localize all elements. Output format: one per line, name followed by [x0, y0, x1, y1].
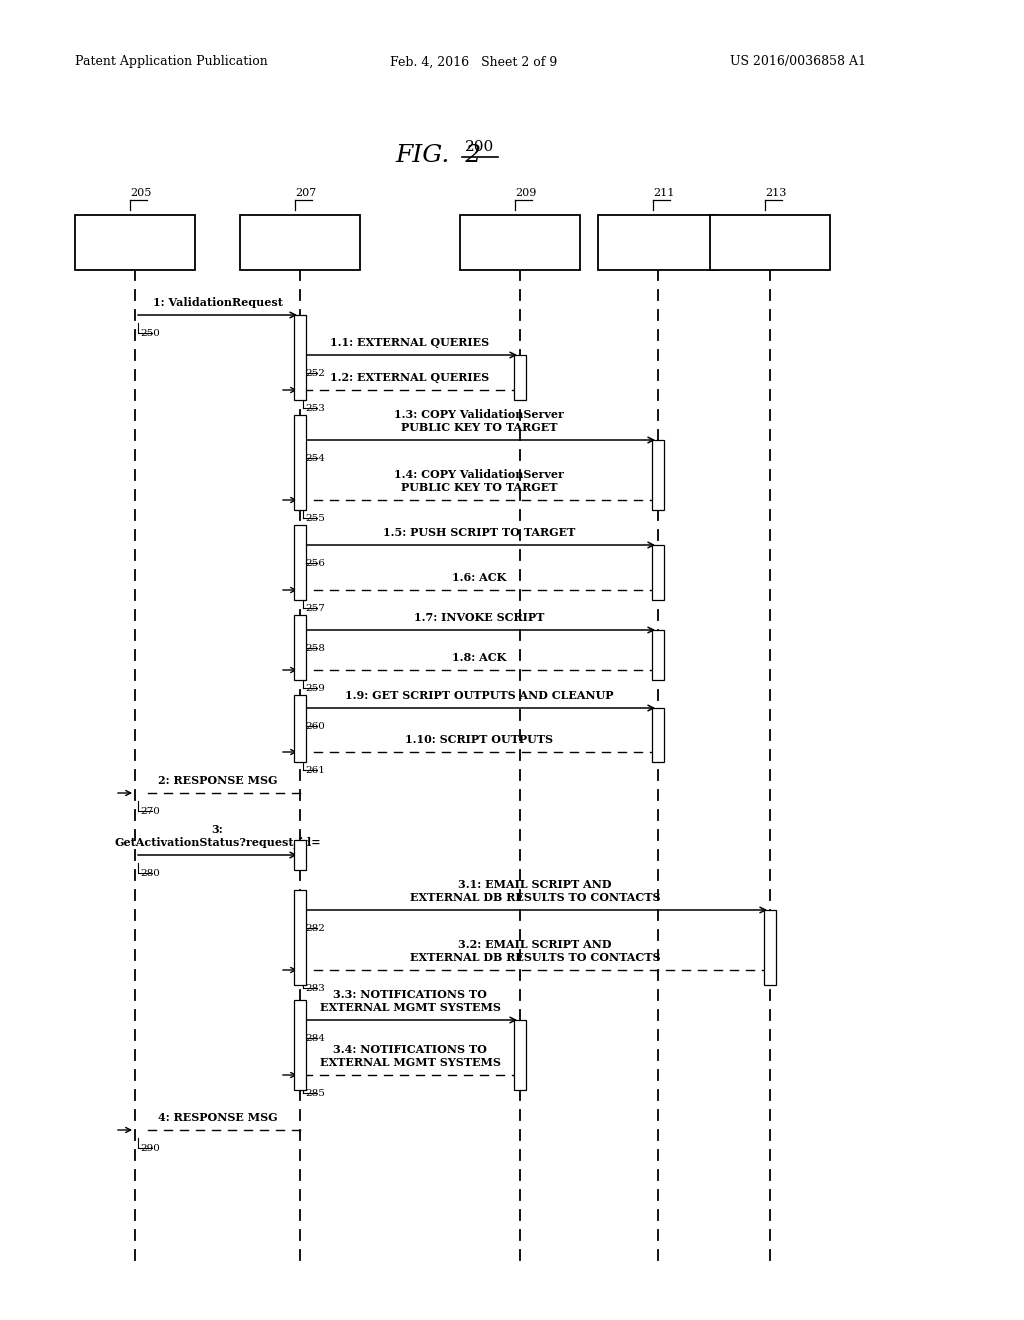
Text: 260: 260 — [305, 722, 325, 731]
Bar — [598, 215, 718, 271]
Text: 256: 256 — [305, 558, 325, 568]
Bar — [460, 215, 580, 271]
Text: 1.6: ACK: 1.6: ACK — [452, 572, 506, 583]
Bar — [514, 355, 526, 400]
Text: 258: 258 — [305, 644, 325, 653]
Bar — [514, 1020, 526, 1090]
Text: 250: 250 — [140, 329, 160, 338]
Text: SERVER:: SERVER: — [740, 243, 800, 256]
Text: EXTERNAL DB RESULTS TO CONTACTS: EXTERNAL DB RESULTS TO CONTACTS — [410, 892, 660, 903]
Text: 282: 282 — [305, 924, 325, 933]
Bar — [294, 890, 306, 985]
Text: 255: 255 — [305, 513, 325, 523]
Text: 1.7: INVOKE SCRIPT: 1.7: INVOKE SCRIPT — [414, 612, 544, 623]
Bar — [240, 215, 360, 271]
Text: 252: 252 — [305, 370, 325, 378]
Bar — [652, 630, 664, 680]
Bar — [652, 440, 664, 510]
Bar — [75, 215, 195, 271]
Text: 1.5: PUSH SCRIPT TO TARGET: 1.5: PUSH SCRIPT TO TARGET — [383, 527, 575, 539]
Text: 205: 205 — [130, 187, 152, 198]
Text: EXTERNAL DB RESULTS TO CONTACTS: EXTERNAL DB RESULTS TO CONTACTS — [410, 952, 660, 964]
Bar — [294, 615, 306, 680]
Text: EMAIL: EMAIL — [748, 230, 793, 243]
Bar — [652, 545, 664, 601]
Bar — [652, 708, 664, 762]
Text: 2: RESPONSE MSG: 2: RESPONSE MSG — [158, 775, 278, 785]
Text: 283: 283 — [305, 983, 325, 993]
Bar — [294, 696, 306, 762]
Text: 253: 253 — [305, 404, 325, 413]
Text: EXTERNAL MGMT SYSTEMS: EXTERNAL MGMT SYSTEMS — [319, 1002, 501, 1012]
Text: 211: 211 — [653, 187, 675, 198]
Text: MGMT SYSTEMS:: MGMT SYSTEMS: — [461, 243, 579, 256]
Text: 3.3: NOTIFICATIONS TO: 3.3: NOTIFICATIONS TO — [333, 989, 487, 1001]
Text: 3.1: EMAIL SCRIPT AND: 3.1: EMAIL SCRIPT AND — [459, 879, 611, 890]
Bar — [764, 909, 776, 985]
Text: PUBLIC KEY TO TARGET: PUBLIC KEY TO TARGET — [400, 422, 557, 433]
Text: 1.3: COPY ValidationServer: 1.3: COPY ValidationServer — [394, 409, 564, 420]
Text: 3.4: NOTIFICATIONS TO: 3.4: NOTIFICATIONS TO — [333, 1044, 487, 1055]
Text: 254: 254 — [305, 454, 325, 463]
Text: 1.8: ACK: 1.8: ACK — [452, 652, 506, 663]
Text: 270: 270 — [140, 807, 160, 816]
Bar — [294, 315, 306, 400]
Text: GetActivationStatus?request_id=: GetActivationStatus?request_id= — [115, 836, 321, 847]
Text: 213: 213 — [765, 187, 786, 198]
Text: 1.4: COPY ValidationServer: 1.4: COPY ValidationServer — [394, 469, 564, 480]
Text: 3:: 3: — [212, 824, 223, 836]
Text: 3.2: EMAIL SCRIPT AND: 3.2: EMAIL SCRIPT AND — [459, 939, 611, 950]
Text: FIG.  2: FIG. 2 — [395, 144, 481, 166]
Bar — [710, 215, 830, 271]
Text: 290: 290 — [140, 1144, 160, 1152]
Text: 200: 200 — [465, 140, 495, 154]
Text: 259: 259 — [305, 684, 325, 693]
Text: Feb. 4, 2016   Sheet 2 of 9: Feb. 4, 2016 Sheet 2 of 9 — [390, 55, 557, 69]
Bar — [294, 1001, 306, 1090]
Text: 1: ValidationRequest: 1: ValidationRequest — [153, 297, 283, 308]
Text: PUBLIC KEY TO TARGET: PUBLIC KEY TO TARGET — [400, 482, 557, 492]
Text: 280: 280 — [140, 869, 160, 878]
Text: 209: 209 — [515, 187, 537, 198]
Bar — [294, 840, 306, 870]
Text: 284: 284 — [305, 1034, 325, 1043]
Text: 1.9: GET SCRIPT OUTPUTS AND CLEANUP: 1.9: GET SCRIPT OUTPUTS AND CLEANUP — [345, 690, 613, 701]
Text: Patent Application Publication: Patent Application Publication — [75, 55, 267, 69]
Bar — [294, 414, 306, 510]
Text: ValidationServer:: ValidationServer: — [243, 236, 357, 249]
Text: US 2016/0036858 A1: US 2016/0036858 A1 — [730, 55, 866, 69]
Text: 207: 207 — [295, 187, 316, 198]
Text: REQUESTER:: REQUESTER: — [91, 236, 179, 249]
Text: SERVER:: SERVER: — [629, 243, 687, 256]
Text: 1.1: EXTERNAL QUERIES: 1.1: EXTERNAL QUERIES — [331, 337, 489, 348]
Text: EXTERNAL MGMT SYSTEMS: EXTERNAL MGMT SYSTEMS — [319, 1057, 501, 1068]
Text: 4: RESPONSE MSG: 4: RESPONSE MSG — [158, 1111, 278, 1123]
Text: 257: 257 — [305, 605, 325, 612]
Text: 1.2: EXTERNAL QUERIES: 1.2: EXTERNAL QUERIES — [331, 372, 489, 383]
Bar — [294, 525, 306, 601]
Text: TARGET: TARGET — [631, 230, 685, 243]
Text: 261: 261 — [305, 766, 325, 775]
Text: 285: 285 — [305, 1089, 325, 1098]
Text: EXTERNAL: EXTERNAL — [483, 230, 557, 243]
Text: 1.10: SCRIPT OUTPUTS: 1.10: SCRIPT OUTPUTS — [406, 734, 553, 744]
